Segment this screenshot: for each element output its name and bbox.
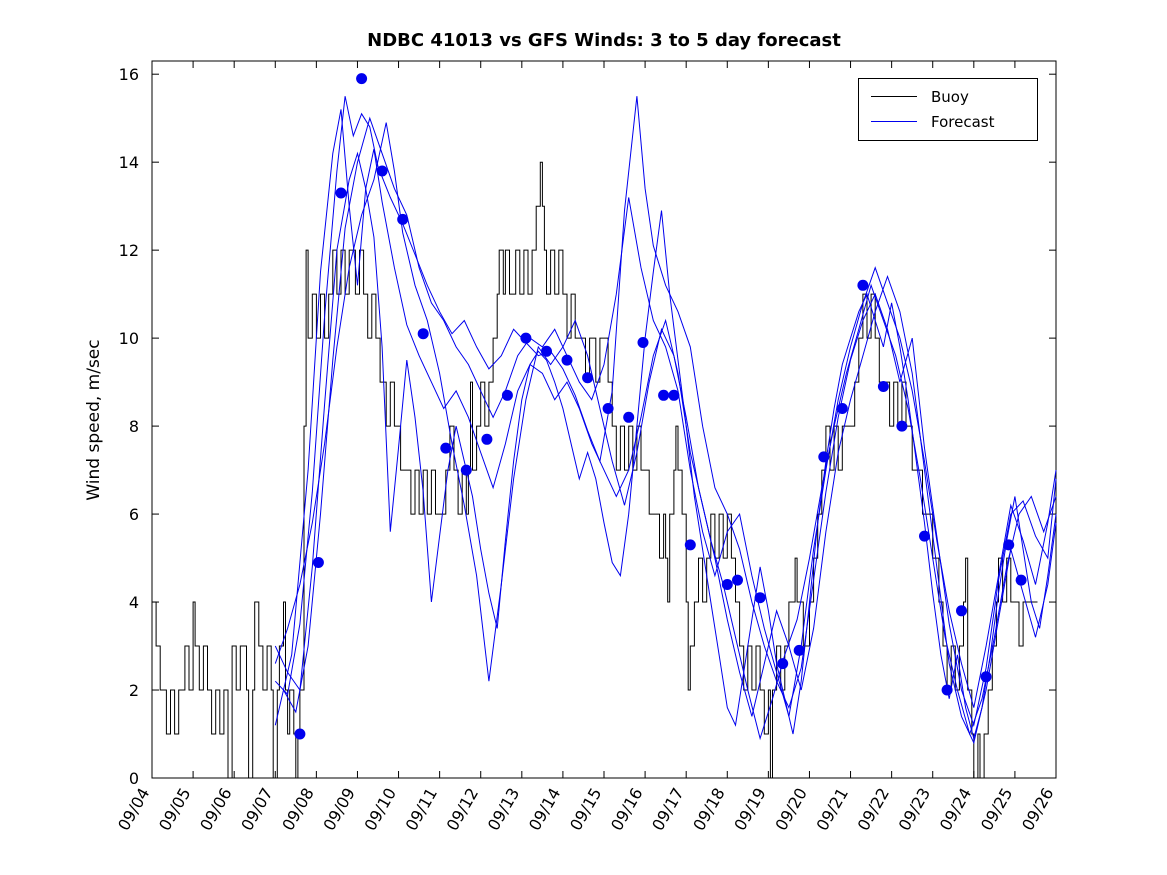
x-tick-label: 09/20 [771,785,811,834]
x-tick-label: 09/08 [278,785,318,834]
forecast-marker [684,539,696,551]
forecast-marker [397,213,409,225]
forecast-marker [1015,574,1027,586]
x-tick-label: 09/18 [689,785,729,834]
legend-label-buoy: Buoy [931,87,969,106]
forecast-marker [877,381,889,392]
forecast-marker [520,332,532,344]
forecast-marker [732,574,743,586]
x-tick-label: 09/16 [607,785,647,834]
x-tick-label: 09/14 [525,785,565,834]
buoy-line [152,161,1038,779]
forecast-run-1-line [274,96,1057,728]
x-tick-label: 09/06 [196,785,236,834]
forecast-marker [919,530,930,542]
forecast-marker [623,411,635,423]
buoy-line-sample [871,96,917,97]
forecast-marker [1003,539,1015,551]
forecast-marker [294,728,306,740]
forecast-marker [501,389,513,401]
x-tick-label: 09/23 [895,785,935,834]
y-axis-label: Wind speed, m/sec [84,339,104,501]
y-tick-label: 0 [129,769,139,788]
forecast-marker [777,658,789,670]
x-tick-label: 09/04 [114,785,154,834]
forecast-marker [668,389,680,401]
forecast-marker [541,345,552,357]
forecast-marker [376,165,388,177]
forecast-run-3-line [274,109,1057,745]
forecast-run-4-line [274,122,1057,741]
x-tick-label: 09/25 [977,785,1017,834]
forecast-marker [561,354,573,366]
x-tick-label: 09/09 [319,785,359,834]
forecast-marker [721,579,733,590]
forecast-marker [356,73,368,85]
x-tick-label: 09/15 [566,785,606,834]
forecast-run-5-line [283,116,1057,717]
forecast-marker [956,605,967,617]
x-tick-label: 09/24 [936,785,976,834]
y-tick-label: 6 [129,505,139,524]
y-tick-label: 16 [119,65,139,84]
x-tick-label: 09/11 [402,785,442,834]
forecast-marker [941,684,953,696]
x-tick-label: 09/12 [443,785,483,834]
forecast-marker [836,403,848,414]
forecast-marker [896,420,908,432]
forecast-marker [658,389,670,401]
legend: Buoy Forecast [858,78,1038,141]
x-tick-label: 09/19 [730,785,770,834]
y-tick-label: 8 [129,417,139,436]
forecast-marker [582,372,594,384]
forecast-marker [818,451,830,463]
x-tick-label: 09/21 [813,785,853,834]
x-tick-label: 09/13 [484,785,524,834]
y-tick-label: 14 [119,153,139,172]
forecast-marker [793,644,805,656]
x-tick-label: 09/05 [155,785,195,834]
x-tick-label: 09/07 [237,785,277,834]
forecast-marker [335,187,347,199]
chart-title: NDBC 41013 vs GFS Winds: 3 to 5 day fore… [367,30,841,51]
forecast-marker [857,279,869,291]
y-tick-label: 12 [119,241,139,260]
forecast-marker [460,464,472,476]
y-tick-label: 10 [119,329,139,348]
x-tick-label: 09/22 [854,785,894,834]
y-tick-label: 2 [129,681,139,700]
forecast-marker [440,442,452,454]
legend-item-forecast: Forecast [859,109,1037,134]
x-tick-label: 09/17 [648,785,688,834]
legend-label-forecast: Forecast [931,112,995,131]
forecast-marker [417,328,429,340]
forecast-marker [980,671,992,683]
forecast-marker [637,337,649,348]
forecast-marker [754,592,766,604]
forecast-marker [602,403,614,414]
forecast-marker [312,557,324,568]
forecast-run-2-line [274,151,1057,741]
forecast-line-sample [871,121,917,122]
y-tick-label: 4 [129,593,139,612]
legend-item-buoy: Buoy [859,84,1037,109]
forecast-marker [481,433,493,445]
x-tick-label: 09/26 [1018,785,1058,834]
x-tick-label: 09/10 [361,785,401,834]
